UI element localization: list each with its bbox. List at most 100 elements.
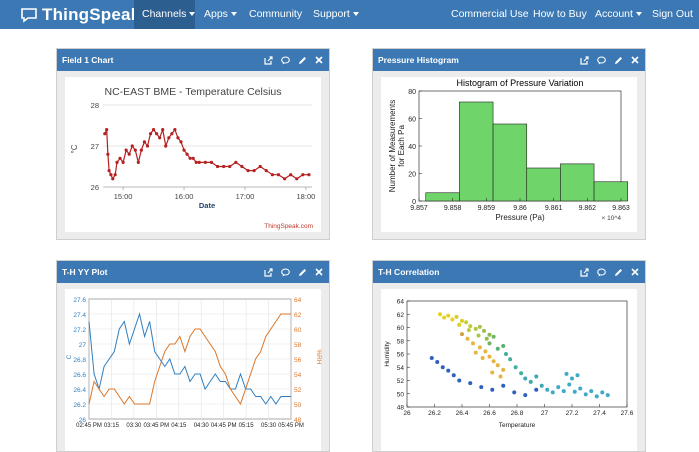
data-point	[209, 160, 214, 164]
chevron-down-icon	[635, 12, 642, 17]
scatter-point	[464, 320, 469, 325]
data-point	[167, 136, 171, 140]
y-axis-label: °C	[70, 144, 79, 153]
scatter-point	[442, 315, 447, 320]
panel-header: Pressure Histogram	[373, 49, 645, 71]
data-point	[158, 136, 162, 140]
scatter-point	[556, 385, 561, 390]
data-point	[307, 173, 311, 177]
scatter-point	[594, 394, 599, 399]
panel-title: T-H YY Plot	[62, 267, 108, 277]
x-tick-label: 9.86	[513, 205, 527, 212]
data-point	[234, 160, 238, 164]
y-tick-label: 52	[397, 378, 405, 385]
data-point	[215, 164, 220, 169]
pencil-icon[interactable]	[298, 56, 307, 65]
x-tick-label: 03:30	[126, 423, 142, 429]
y-left-tick-label: 26.6	[73, 372, 86, 379]
scatter-point	[484, 336, 489, 341]
brand-logo[interactable]: ThingSpeak™	[20, 4, 149, 25]
nav-how-to-buy[interactable]: How to Buy	[533, 8, 587, 20]
external-link-icon[interactable]	[580, 55, 589, 65]
data-point	[164, 144, 168, 148]
y-right-tick-label: 58	[294, 342, 302, 349]
data-point	[179, 140, 183, 144]
data-point	[105, 128, 109, 132]
pencil-icon[interactable]	[614, 56, 623, 65]
temperature-series-line	[88, 312, 291, 405]
chevron-down-icon	[189, 12, 196, 17]
x-tick-label: 9.858	[444, 205, 462, 212]
data-point	[191, 156, 195, 160]
data-point	[109, 173, 113, 177]
scatter-point	[512, 390, 517, 395]
scatter-point	[504, 352, 508, 356]
y-tick-label: 48	[397, 405, 405, 412]
y-tick-label: 60	[408, 117, 416, 124]
x-tick-label: 26	[403, 410, 411, 417]
pencil-icon[interactable]	[614, 268, 623, 277]
scatter-point	[578, 386, 583, 391]
close-icon[interactable]	[631, 268, 639, 276]
y-left-tick-label: 27	[79, 342, 87, 349]
scatter-point	[583, 392, 588, 397]
scatter-point	[570, 376, 574, 381]
nav-support[interactable]: Support	[313, 0, 359, 29]
nav-apps[interactable]: Apps	[204, 0, 237, 29]
scatter-point	[457, 322, 462, 327]
comment-icon[interactable]	[281, 267, 290, 277]
external-link-icon[interactable]	[264, 267, 273, 277]
nav-sign-out[interactable]: Sign Out	[652, 8, 693, 20]
comment-icon[interactable]	[597, 55, 606, 65]
panel-pressure-histogram: Pressure Histogram Histogram of Pressure…	[372, 48, 646, 240]
y-tick-label: 0	[412, 199, 416, 206]
chart-title: NC-EAST BME - Temperature Celsius	[105, 86, 282, 98]
scatter-point	[487, 354, 492, 359]
close-icon[interactable]	[315, 56, 323, 64]
humidity-series-line	[88, 313, 291, 406]
scatter-point	[498, 374, 503, 379]
data-point	[106, 152, 110, 156]
close-icon[interactable]	[315, 268, 323, 276]
panel-th-correlation: T-H Correlation 48 50 52 54 56 58 60 62 64 26 26.2…	[372, 260, 646, 452]
y-right-tick-label: 52	[294, 387, 302, 394]
data-point	[252, 169, 256, 173]
x-tick-label: 15:00	[114, 192, 133, 201]
data-point	[228, 164, 232, 169]
comment-icon[interactable]	[281, 55, 290, 65]
external-link-icon[interactable]	[580, 267, 589, 277]
histogram-bar	[425, 192, 460, 202]
nav-community[interactable]: Community	[249, 8, 303, 20]
scatter-point	[482, 328, 486, 333]
data-point	[136, 160, 140, 164]
x-tick-label: 03:45 PM	[143, 423, 169, 429]
x-tick-label: 26.6	[483, 410, 496, 417]
y-tick-label: 64	[397, 299, 405, 306]
y-axis-label: Number of Measurementsfor Each Pa	[388, 100, 406, 192]
scatter-point	[589, 389, 594, 394]
nav-channels[interactable]: Channels	[134, 0, 196, 29]
scatter-point	[468, 324, 473, 329]
panel-tools	[264, 261, 323, 283]
data-point	[133, 148, 137, 152]
close-icon[interactable]	[631, 56, 639, 64]
nav-commercial-use[interactable]: Commercial Use	[451, 8, 529, 20]
chevron-down-icon	[352, 12, 359, 17]
comment-icon[interactable]	[597, 267, 606, 277]
nav-account[interactable]: Account	[595, 0, 642, 29]
pencil-icon[interactable]	[298, 268, 307, 277]
external-link-icon[interactable]	[264, 55, 273, 65]
y-right-tick-label: 48	[294, 417, 302, 424]
data-point	[295, 177, 299, 181]
y-left-tick-label: 26.4	[73, 387, 86, 394]
y-tick-label: 50	[397, 391, 405, 398]
y-right-tick-label: 64	[294, 297, 302, 304]
x-tick-label: 04:15	[171, 423, 187, 429]
y-tick-label: 54	[397, 365, 405, 372]
scatter-point	[435, 359, 440, 364]
x-tick-label: 17:00	[236, 192, 255, 201]
scatter-point	[575, 373, 580, 378]
y-left-tick-label: 27.4	[73, 312, 86, 319]
histogram-bar	[560, 163, 595, 202]
scatter-point	[545, 387, 550, 392]
